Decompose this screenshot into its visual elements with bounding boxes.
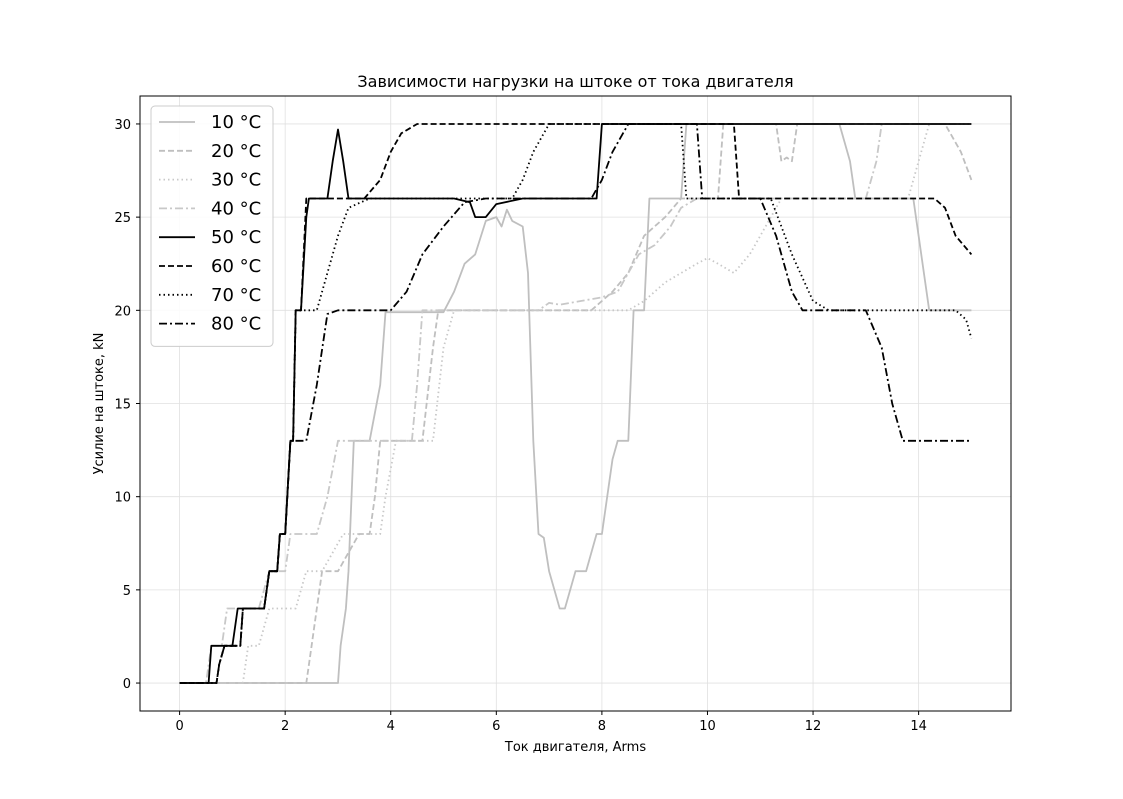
- series-line-2: [179, 123, 973, 684]
- x-tick-label: 6: [492, 719, 500, 734]
- series-line-8: [179, 123, 972, 684]
- legend-label: 20 °C: [211, 141, 261, 162]
- x-axis-label: Ток двигателя, Arms: [504, 740, 646, 755]
- legend-label: 40 °C: [211, 198, 261, 219]
- y-tick-label: 10: [114, 491, 131, 506]
- x-tick-label: 8: [598, 719, 606, 734]
- y-tick-label: 0: [123, 677, 131, 692]
- x-tick-label: 4: [387, 719, 395, 734]
- y-tick-label: 15: [114, 398, 131, 413]
- legend-label: 60 °C: [211, 256, 261, 277]
- x-tick-label: 14: [910, 719, 927, 734]
- y-tick-label: 25: [114, 211, 131, 226]
- legend-label: 30 °C: [211, 170, 261, 191]
- legend: 10 °C 20 °C 30 °C 40 °C 50 °C 60 °C 70 °C 80 °C: [150, 105, 274, 347]
- series-layer: [179, 123, 973, 684]
- legend-label: 80 °C: [211, 314, 261, 335]
- legend-label: 50 °C: [211, 227, 261, 248]
- axis-ticks: 0 2 4 6 8 10 12 14 0 5 10 15 20 25 30: [114, 118, 926, 734]
- legend-label: 70 °C: [211, 285, 261, 306]
- series-line-4: [179, 123, 961, 684]
- y-tick-label: 30: [114, 118, 131, 133]
- y-tick-label: 5: [123, 584, 131, 599]
- y-tick-label: 20: [114, 304, 131, 319]
- chart-title: Зависимости нагрузки на штоке от тока дв…: [357, 72, 793, 91]
- x-tick-label: 12: [805, 719, 822, 734]
- legend-label: 10 °C: [211, 112, 261, 133]
- x-tick-label: 0: [175, 719, 183, 734]
- x-tick-label: 10: [699, 719, 716, 734]
- legend-frame: [150, 105, 274, 347]
- x-tick-label: 2: [281, 719, 289, 734]
- series-line-1: [179, 123, 972, 684]
- y-axis-label: Усилие на штоке, kN: [92, 333, 107, 475]
